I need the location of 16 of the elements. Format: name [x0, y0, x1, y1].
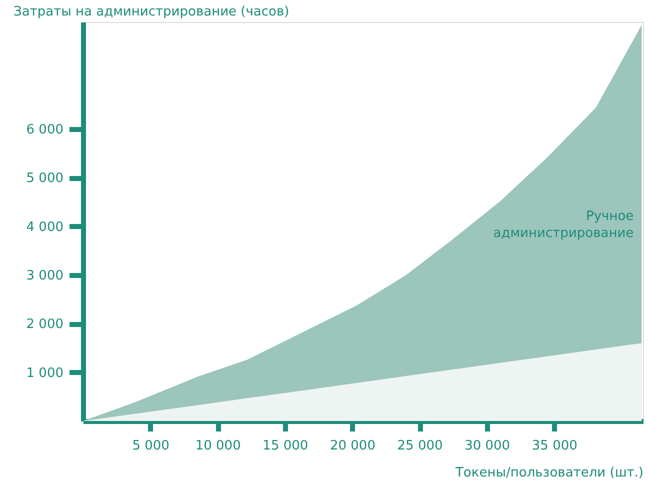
x-tick-label: 30 000 — [464, 438, 510, 454]
x-tick-label: 25 000 — [397, 438, 443, 454]
y-tick-label: 1 000 — [26, 366, 64, 381]
series-label: Ручное администрирование — [493, 208, 634, 241]
y-axis-title: Затраты на администрирование (часов) — [14, 4, 290, 20]
x-axis-title: Токены/пользователи (шт.) — [454, 466, 644, 480]
x-tick-label: 20 000 — [330, 438, 376, 454]
y-tick-label: 5 000 — [26, 171, 64, 186]
x-tick-label: 35 000 — [532, 438, 578, 454]
y-tick-label: 4 000 — [26, 220, 64, 235]
x-tick-label: 10 000 — [195, 438, 241, 454]
x-tick-label: 5 000 — [132, 438, 170, 454]
y-tick-label: 6 000 — [26, 122, 64, 138]
x-tick-label: 15 000 — [262, 438, 308, 454]
y-tick-label: 2 000 — [26, 317, 64, 332]
y-tick-label: 3 000 — [26, 268, 64, 284]
